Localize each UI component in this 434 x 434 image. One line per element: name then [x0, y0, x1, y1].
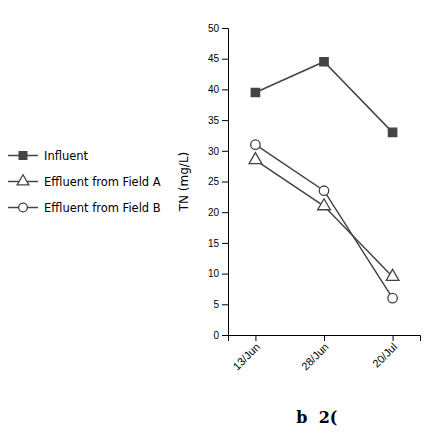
y-tick-mark [222, 304, 228, 305]
y-tick-mark [222, 59, 228, 60]
x-tick-label: 20/Jul [370, 341, 399, 370]
y-axis-title: TN (mg/L) [177, 152, 191, 213]
x-tick-label: 13/Jun [230, 341, 262, 373]
series-line [255, 145, 392, 299]
x-axis-line [229, 336, 421, 342]
y-tick: 10 [208, 268, 228, 279]
legend-marker [19, 203, 28, 212]
plot-area [249, 58, 399, 303]
y-tick-label: 15 [208, 238, 220, 249]
legend-item: Effluent from Field B [8, 201, 161, 215]
legend-label: Influent [44, 149, 89, 163]
y-tick-label: 0 [213, 330, 219, 341]
series-marker [318, 199, 331, 210]
y-axis-line [222, 29, 229, 336]
legend-label: Effluent from Field A [44, 175, 161, 189]
y-tick-mark [222, 28, 228, 29]
y-tick: 50 [208, 23, 228, 34]
series-line [255, 160, 392, 277]
y-tick-label: 45 [208, 53, 220, 64]
y-tick-mark [222, 120, 228, 121]
y-tick-label: 40 [208, 84, 220, 95]
y-tick-mark [222, 182, 228, 183]
x-tick-mark [324, 335, 325, 341]
y-tick: 0 [213, 330, 228, 341]
series [251, 140, 398, 303]
series [251, 58, 397, 137]
y-tick: 35 [208, 115, 228, 126]
series-marker [320, 58, 328, 66]
y-tick: 30 [208, 146, 228, 157]
x-tick: 28/Jun [299, 335, 331, 372]
y-tick-mark [222, 151, 228, 152]
series-marker [386, 269, 399, 280]
legend-item: Influent [8, 149, 89, 163]
x-tick-mark [255, 335, 256, 341]
series-marker [319, 186, 328, 195]
y-tick-label: 25 [208, 176, 220, 187]
series-marker [249, 153, 262, 164]
legend-item: Effluent from Field A [8, 175, 161, 189]
series [249, 153, 399, 281]
y-tick: 25 [208, 176, 228, 187]
y-tick-label: 20 [208, 207, 220, 218]
legend-marker [17, 175, 29, 185]
y-tick-mark [222, 89, 228, 90]
x-tick: 13/Jun [230, 335, 262, 372]
y-tick-label: 10 [208, 268, 220, 279]
y-tick-mark [222, 274, 228, 275]
x-tick-label: 28/Jun [299, 341, 331, 373]
series-marker [388, 128, 396, 136]
y-tick-label: 5 [213, 299, 219, 310]
legend-marker [19, 152, 27, 160]
x-axis: 13/Jun 28/Jun 20/Jul [229, 335, 421, 372]
annotation: b 2( [296, 408, 337, 427]
y-tick: 45 [208, 53, 228, 64]
y-tick-mark [222, 335, 228, 336]
y-tick-label: 30 [208, 146, 220, 157]
y-tick-mark [222, 212, 228, 213]
y-tick: 15 [208, 238, 228, 249]
x-tick: 20/Jul [370, 335, 399, 370]
y-tick: 5 [213, 299, 228, 310]
y-tick: 20 [208, 207, 228, 218]
legend: Influent Effluent from Field A Effluent fr… [8, 149, 161, 215]
y-tick-label: 50 [208, 23, 220, 34]
series-marker [251, 88, 259, 96]
series-line [255, 62, 392, 133]
series-marker [388, 293, 397, 302]
y-axis: 0 5 10 15 20 25 30 35 40 45 50 [208, 23, 229, 341]
x-tick-mark [393, 335, 394, 341]
chart: 0 5 10 15 20 25 30 35 40 45 50 13/Jun 28/Jun 20/Jul TN… [0, 0, 434, 434]
legend-label: Effluent from Field B [44, 201, 161, 215]
y-tick: 40 [208, 84, 228, 95]
y-tick-mark [222, 243, 228, 244]
y-tick-label: 35 [208, 115, 220, 126]
series-marker [251, 140, 260, 149]
